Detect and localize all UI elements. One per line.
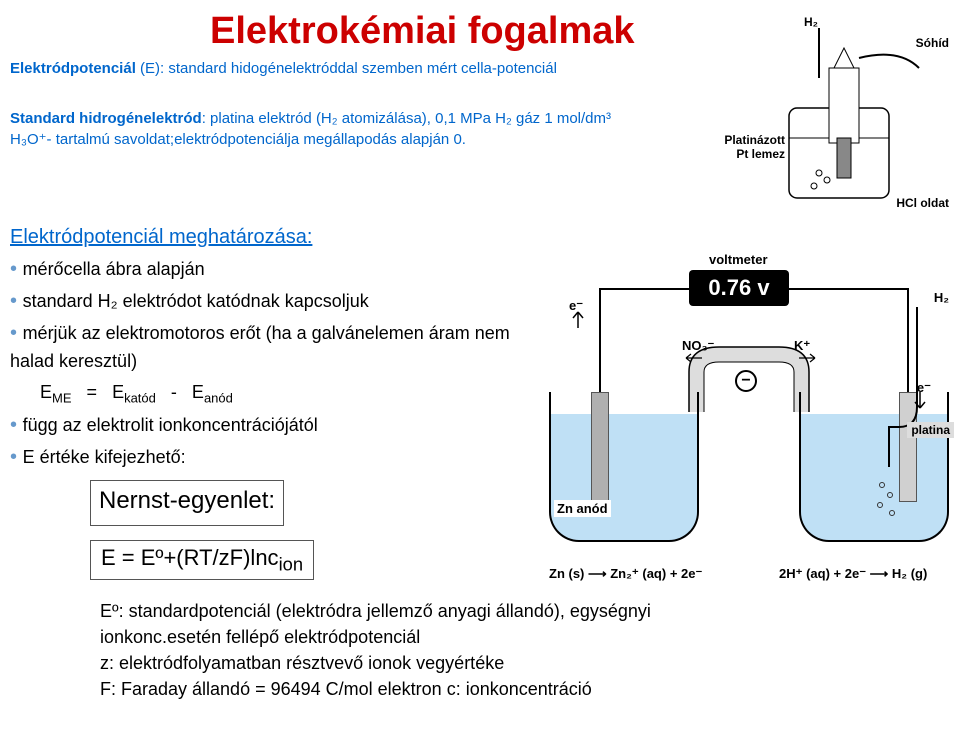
nernst-label: Nernst-egyenlet: — [90, 480, 284, 526]
definition-2: Standard hidrogénelektród: platina elekt… — [10, 108, 630, 150]
explanation-block: Eº: standardpotenciál (elektródra jellem… — [100, 598, 730, 702]
bullet-4: függ az elektrolit ionkoncentrációjától — [10, 410, 550, 440]
f-left: E — [40, 382, 52, 402]
formula-eme: EME = Ekatód - Eanód — [40, 382, 233, 402]
nernst-equation: E = Eº+(RT/zF)lncion — [90, 540, 314, 580]
explain-3: F: Faraday állandó = 96494 C/mol elektro… — [100, 676, 730, 702]
section-heading: Elektródpotenciál meghatározása: — [10, 226, 312, 249]
definition-1: Elektródpotenciál (E): standard hidogéne… — [10, 58, 590, 79]
platina-label: platina — [907, 422, 954, 438]
f-mid-sub: katód — [124, 391, 156, 406]
f-minus: - — [171, 382, 177, 402]
def1-rest: : standard hidogénelektróddal szemben mé… — [160, 60, 557, 77]
cell-diagram: voltmeter 0.76 v e⁻ H₂ NO₃⁻ K⁺ − e⁻ Zn a… — [549, 252, 949, 582]
eq-sub: ion — [279, 553, 303, 574]
zn-electrode — [591, 392, 609, 502]
bullet-3: mérjük az elektromotoros erőt (ha a galv… — [10, 318, 550, 375]
f-left-sub: ME — [52, 391, 72, 406]
voltmeter-reading: 0.76 v — [689, 270, 789, 306]
bullet-2: standard H₂ elektródot katódnak kapcsolj… — [10, 286, 550, 316]
explain-2: z: elektródfolyamatban résztvevő ionok v… — [100, 650, 730, 676]
eq-text: E = Eº+(RT/zF)lnc — [101, 545, 279, 570]
hcl-label: HCl oldat — [896, 196, 949, 210]
f-mid: E — [112, 382, 124, 402]
explain-1: Eº: standardpotenciál (elektródra jellem… — [100, 598, 730, 650]
f-right: E — [192, 382, 204, 402]
f-right-sub: anód — [204, 391, 233, 406]
svg-text:H₂: H₂ — [804, 15, 818, 29]
def1-symbol: (E) — [140, 60, 160, 77]
def2-term: Standard hidrogénelektród — [10, 110, 202, 127]
bullet-1: mérőcella ábra alapján — [10, 254, 550, 284]
nernst-row: Nernst-egyenlet: — [10, 474, 550, 526]
bullet-5: E értéke kifejezhető: — [10, 442, 550, 472]
reaction-right: 2H⁺ (aq) + 2e⁻ ⟶ H₂ (g) — [779, 566, 927, 582]
formula-row: EME = Ekatód - Eanód — [10, 377, 550, 408]
def1-term: Elektródpotenciál — [10, 60, 136, 77]
page-title: Elektrokémiai fogalmak — [210, 10, 635, 53]
she-svg: H₂ — [719, 8, 949, 218]
she-diagram: H₂ Sóhíd Platinázott Pt lemez HCl oldat — [719, 8, 949, 218]
beaker-left — [549, 392, 699, 542]
pt-label: Platinázott Pt lemez — [719, 133, 785, 161]
f-eq: = — [87, 382, 98, 402]
sohid-label: Sóhíd — [916, 36, 949, 50]
bullet-list: mérőcella ábra alapján standard H₂ elekt… — [10, 254, 550, 528]
zn-anod-label: Zn anód — [554, 500, 611, 517]
voltmeter-label: voltmeter — [709, 252, 768, 267]
minus-circle: − — [735, 370, 757, 392]
reaction-left: Zn (s) ⟶ Zn₂⁺ (aq) + 2e⁻ — [549, 566, 702, 582]
h2-label: H₂ — [934, 290, 949, 305]
